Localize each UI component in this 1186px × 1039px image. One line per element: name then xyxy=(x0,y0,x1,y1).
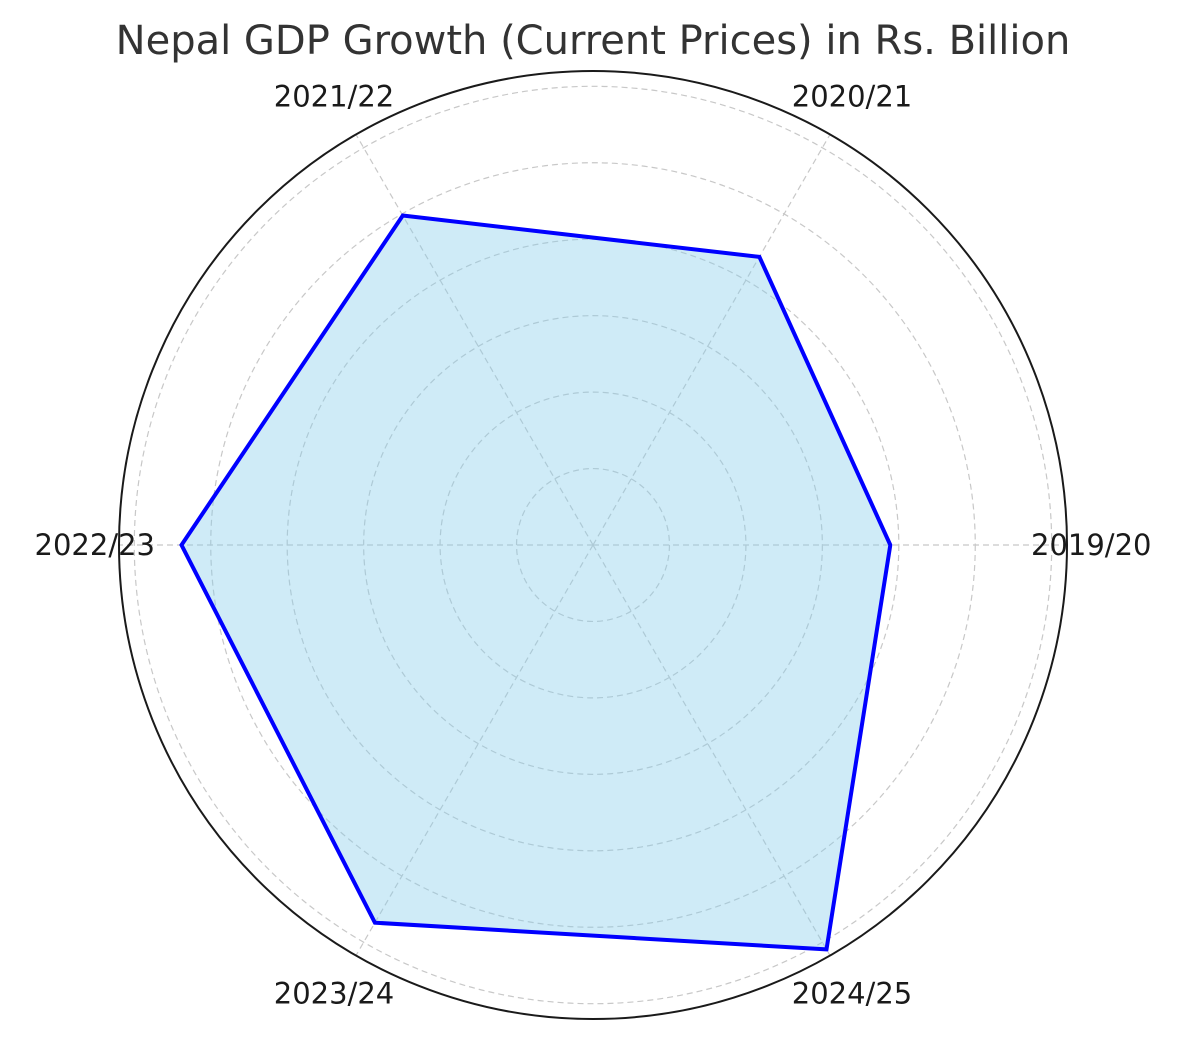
chart-title: Nepal GDP Growth (Current Prices) in Rs.… xyxy=(116,18,1071,64)
grid-ring-6 xyxy=(133,85,1053,1005)
category-label-2020-21: 2020/21 xyxy=(792,79,912,113)
grid-ring-3 xyxy=(363,315,823,775)
spoke-5 xyxy=(355,544,594,956)
spoke-6 xyxy=(592,544,831,956)
category-label-2022-23: 2022/23 xyxy=(35,528,155,562)
series-area xyxy=(181,215,891,950)
category-labels: 2019/20 2020/21 2021/22 2022/23 2023/24 2024/… xyxy=(35,79,1152,1010)
grid-ring-1 xyxy=(515,467,671,623)
category-label-2019-20: 2019/20 xyxy=(1031,528,1151,562)
outer-frame xyxy=(118,70,1068,1020)
category-label-2024-25: 2024/25 xyxy=(792,977,912,1011)
radar-series xyxy=(179,213,893,952)
category-label-2023-24: 2023/24 xyxy=(274,977,394,1011)
spoke-2 xyxy=(592,134,831,546)
radar-grid xyxy=(118,70,1068,1020)
category-label-2021-22: 2021/22 xyxy=(274,79,394,113)
spoke-3 xyxy=(355,134,594,546)
